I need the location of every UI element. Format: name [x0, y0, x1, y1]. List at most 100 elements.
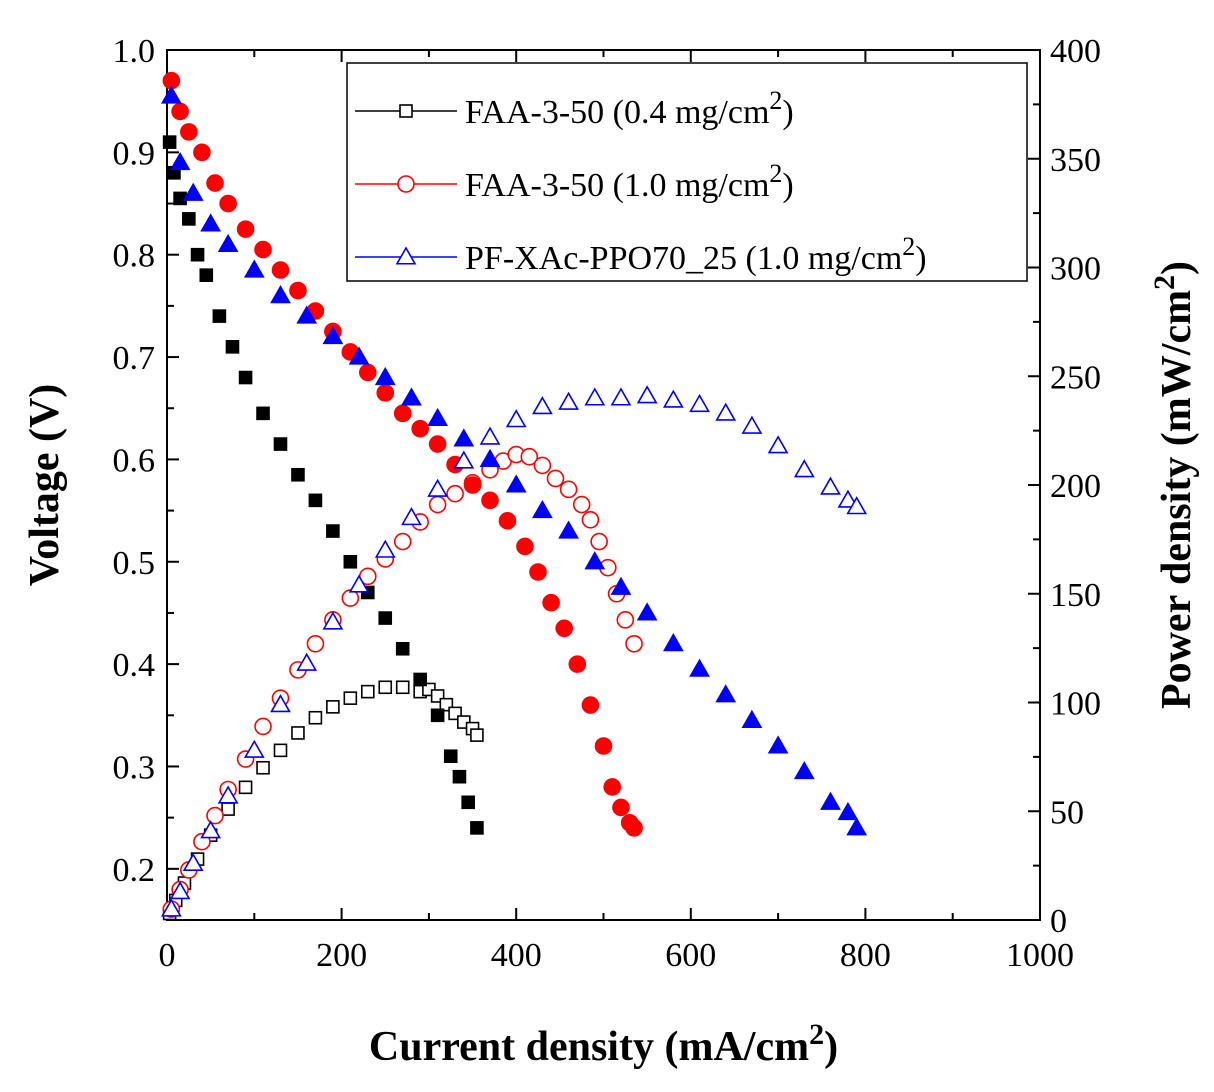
- voltage-point: [413, 672, 427, 687]
- voltage-point: [271, 261, 290, 279]
- legend-label: PF-XAc-PPO70_25 (1.0 mg/cm2): [465, 232, 927, 277]
- voltage-point: [162, 135, 177, 149]
- y-right-axis-title: Power density (mW/cm2): [1148, 261, 1200, 709]
- voltage-point: [505, 474, 527, 493]
- voltage-point: [308, 493, 323, 508]
- x-tick-label: 0: [159, 937, 176, 974]
- power-point: [296, 652, 318, 671]
- voltage-point: [411, 419, 429, 438]
- voltage-point: [846, 817, 868, 836]
- y-left-tick-label: 0.6: [113, 442, 156, 479]
- voltage-point: [584, 551, 606, 570]
- power-point: [546, 469, 565, 488]
- power-point: [308, 710, 323, 725]
- y-right-tick-label: 300: [1050, 251, 1101, 288]
- legend-entry: FAA-3-50 (0.4 mg/cm2): [355, 86, 794, 131]
- legend-entry: FAA-3-50 (1.0 mg/cm2): [355, 159, 794, 204]
- power-point: [610, 387, 632, 406]
- voltage-point: [837, 801, 859, 821]
- y-right-tick-label: 200: [1050, 468, 1101, 505]
- voltage-point: [236, 220, 255, 238]
- voltage-point: [689, 658, 710, 677]
- voltage-point: [182, 182, 204, 201]
- power-point: [200, 820, 222, 839]
- voltage-point: [428, 435, 447, 453]
- voltage-point: [200, 213, 222, 232]
- power-point: [206, 806, 224, 825]
- voltage-point: [376, 384, 395, 402]
- voltage-point: [715, 684, 737, 703]
- power-point: [217, 785, 239, 804]
- y-right-tick-label: 150: [1050, 577, 1101, 614]
- voltage-point: [160, 85, 182, 104]
- power-point: [793, 459, 815, 478]
- voltage-point: [273, 437, 288, 451]
- power-point: [243, 739, 265, 758]
- voltage-point: [625, 819, 643, 837]
- power-point: [581, 510, 600, 529]
- voltage-point: [452, 769, 467, 784]
- voltage-point: [256, 406, 270, 421]
- voltage-point: [481, 491, 499, 510]
- power-point: [533, 456, 552, 475]
- x-tick-label: 400: [491, 937, 542, 974]
- power-point: [590, 532, 608, 551]
- legend-label-text: FAA-3-50 (0.4 mg/cm: [465, 94, 769, 131]
- power-point: [273, 743, 288, 758]
- power-point: [378, 680, 393, 695]
- power-point: [820, 476, 841, 495]
- power-point: [715, 402, 737, 421]
- series-triangle: [160, 85, 868, 917]
- legend-label-end: ): [782, 94, 793, 131]
- voltage-point: [427, 407, 449, 427]
- y-right-tick-label: 250: [1050, 359, 1101, 396]
- voltage-point: [199, 268, 214, 282]
- power-point: [395, 680, 410, 695]
- power-point: [584, 387, 606, 406]
- y-right-tick-label: 50: [1050, 794, 1084, 831]
- x-tick-label: 1000: [1006, 937, 1074, 974]
- legend-entry: PF-XAc-PPO70_25 (1.0 mg/cm2): [355, 232, 927, 277]
- y-left-tick-label: 0.5: [113, 545, 156, 582]
- power-point: [182, 852, 204, 872]
- power-point: [558, 391, 579, 410]
- power-point: [846, 496, 868, 515]
- power-point: [446, 484, 464, 503]
- legend-label: FAA-3-50 (0.4 mg/cm2): [465, 86, 794, 131]
- x-tick-label: 800: [840, 937, 891, 974]
- y-right-axis-title-sup: 2: [1148, 275, 1181, 290]
- voltage-point: [289, 281, 307, 300]
- y-left-tick-label: 0.3: [113, 749, 156, 786]
- legend-label-sup: 2: [902, 232, 915, 261]
- voltage-point: [662, 633, 684, 652]
- power-point: [616, 611, 635, 629]
- power-point: [169, 881, 191, 900]
- power-point: [326, 700, 340, 714]
- voltage-point: [610, 576, 632, 595]
- power-point: [221, 802, 235, 816]
- voltage-point: [767, 735, 789, 754]
- axes-layer: 0 200 400 600 800 10000.20.30.40.50.60.70.80.…: [113, 33, 1102, 974]
- voltage-point: [581, 696, 600, 714]
- power-point: [343, 691, 358, 705]
- voltage-point: [470, 821, 484, 835]
- y-left-tick-label: 0.7: [113, 340, 156, 377]
- voltage-point: [542, 593, 560, 612]
- power-point: [360, 684, 375, 699]
- voltage-point: [568, 655, 587, 673]
- voltage-point: [322, 325, 344, 345]
- power-point: [767, 435, 789, 454]
- power-point: [559, 480, 578, 499]
- voltage-point: [463, 476, 482, 494]
- voltage-point: [358, 363, 377, 382]
- series-layer: [160, 71, 868, 921]
- voltage-point: [193, 143, 211, 162]
- voltage-point: [254, 240, 272, 259]
- power-point: [636, 385, 658, 404]
- y-left-tick-label: 0.9: [113, 135, 156, 172]
- legend-marker: [399, 104, 413, 118]
- power-point: [532, 396, 553, 415]
- power-point: [256, 760, 270, 775]
- voltage-point: [393, 404, 412, 423]
- voltage-point: [343, 554, 358, 569]
